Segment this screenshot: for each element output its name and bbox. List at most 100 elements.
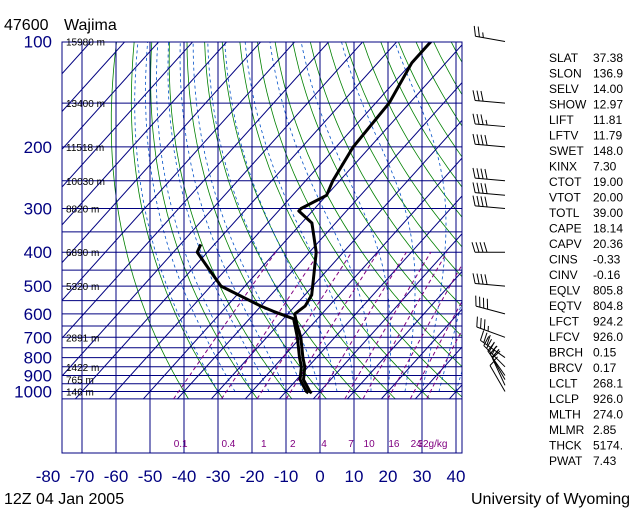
dry-adiabat	[292, 42, 462, 337]
index-name: SHOW	[549, 98, 587, 112]
isotherm-line	[176, 81, 462, 400]
wind-barb-flag	[480, 196, 484, 207]
index-name: SWET	[549, 144, 584, 158]
wind-barb-staff	[475, 192, 506, 196]
isotherm-line	[312, 232, 462, 400]
wind-barb	[473, 25, 506, 42]
wind-barb-flag	[484, 168, 488, 180]
height-label: 765 m	[66, 376, 94, 387]
pressure-tick-label: 800	[24, 349, 52, 368]
wind-barb-staff	[491, 357, 506, 386]
grid	[62, 42, 462, 453]
wind-barb-flag	[491, 348, 500, 358]
pressure-tick-label: 200	[24, 138, 52, 157]
wind-barb-flag	[472, 273, 476, 284]
wind-barb	[472, 167, 506, 182]
moist-adiabat	[394, 42, 447, 392]
index-value: 924.2	[593, 315, 623, 329]
index-value: 0.17	[593, 361, 617, 375]
wind-barb-flag	[480, 317, 482, 329]
moist-adiabat	[145, 42, 236, 392]
mixing-ratio-line	[344, 251, 432, 400]
wind-barb-flag	[476, 113, 480, 125]
wind-barb-flag	[484, 134, 488, 146]
wind-barb	[472, 90, 506, 104]
wind-barb	[472, 195, 506, 209]
index-value: 274.0	[593, 408, 623, 422]
sounding-profiles	[195, 42, 433, 395]
index-value: 148.0	[593, 144, 623, 158]
mixing-ratio-line	[409, 300, 462, 400]
index-name: SELV	[549, 82, 579, 96]
mixing-ratio-label: 0.4	[221, 439, 235, 450]
moist-adiabat	[455, 369, 462, 392]
wind-barb-flag	[480, 183, 484, 194]
mixing-ratio-label: 16	[388, 439, 400, 450]
dry-adiabat	[257, 42, 462, 398]
wind-barb-flag	[476, 195, 480, 207]
pressure-tick-label: 100	[24, 33, 52, 52]
wind-barb-flag	[484, 183, 488, 194]
height-label: 10030 m	[66, 177, 105, 188]
index-name: SLAT	[549, 51, 579, 65]
wind-barb-staff	[487, 350, 506, 376]
height-label: 2891 m	[66, 333, 99, 344]
dry-adiabat	[380, 42, 462, 188]
wind-barb-flag	[483, 336, 490, 346]
index-name: EQTV	[549, 299, 582, 313]
temperature-tick-label: 30	[413, 467, 432, 486]
isotherm-line	[74, 42, 398, 400]
index-value: 7.43	[593, 454, 617, 468]
wind-barb-flag	[483, 242, 488, 253]
dry-adiabat	[221, 42, 396, 400]
height-label: 13400 m	[66, 99, 105, 110]
index-name: LCLT	[549, 377, 578, 391]
mixing-ratio-label: 7	[348, 439, 354, 450]
wind-barb-staff	[475, 35, 506, 42]
wind-barb-staff	[483, 345, 506, 368]
index-value: 18.14	[593, 222, 623, 236]
moist-adiabat	[341, 42, 416, 392]
pressure-tick-label: 700	[24, 328, 52, 347]
dry-adiabat	[130, 42, 224, 400]
wind-barb	[483, 336, 506, 368]
mixing-ratio-line	[285, 251, 379, 400]
mixing-ratio-line	[426, 329, 462, 400]
isotherm-line	[244, 157, 462, 400]
index-name: LCLP	[549, 392, 579, 406]
mixing-ratio-line	[173, 251, 277, 400]
wind-barb-flag	[480, 114, 484, 125]
mixing-ratio-line	[256, 251, 353, 400]
index-name: TOTL	[549, 206, 580, 220]
indices-table: SLAT 37.38 SLON 136.9 SELV 14.00 SHOW 12.97 LIFT…	[549, 51, 623, 468]
isotherm-line	[108, 42, 432, 400]
observation-time: 12Z 04 Jan 2005	[4, 491, 124, 508]
wind-barb-staff	[476, 326, 506, 338]
index-value: 136.9	[593, 67, 623, 81]
wind-barb-half-flag	[482, 32, 484, 38]
index-name: KINX	[549, 160, 577, 174]
isotherm-line	[62, 42, 330, 339]
isotherm-line	[62, 42, 160, 151]
isotherm-line	[62, 42, 262, 264]
index-name: CAPE	[549, 222, 582, 236]
height-label: 1422 m	[66, 363, 99, 374]
index-value: 5174.	[593, 439, 623, 453]
moist-adiabat	[179, 42, 287, 392]
wind-barb-flag	[479, 330, 485, 341]
index-value: 11.81	[593, 113, 622, 127]
mixing-ratio-label: 10	[364, 439, 376, 450]
mixing-ratio-label: 1	[261, 439, 267, 450]
wind-barb-staff	[480, 339, 506, 358]
wind-barb-flag	[476, 90, 480, 101]
height-label: 8820 m	[66, 204, 99, 215]
index-value: 12.97	[593, 98, 623, 112]
wind-barbs	[471, 25, 506, 392]
index-value: -0.16	[593, 268, 621, 282]
wind-barb-flag	[483, 319, 486, 330]
dry-adiabat	[274, 42, 462, 368]
station-name: Wajima	[64, 17, 117, 34]
wind-barb-staff	[475, 205, 506, 209]
wind-barb	[472, 113, 506, 128]
